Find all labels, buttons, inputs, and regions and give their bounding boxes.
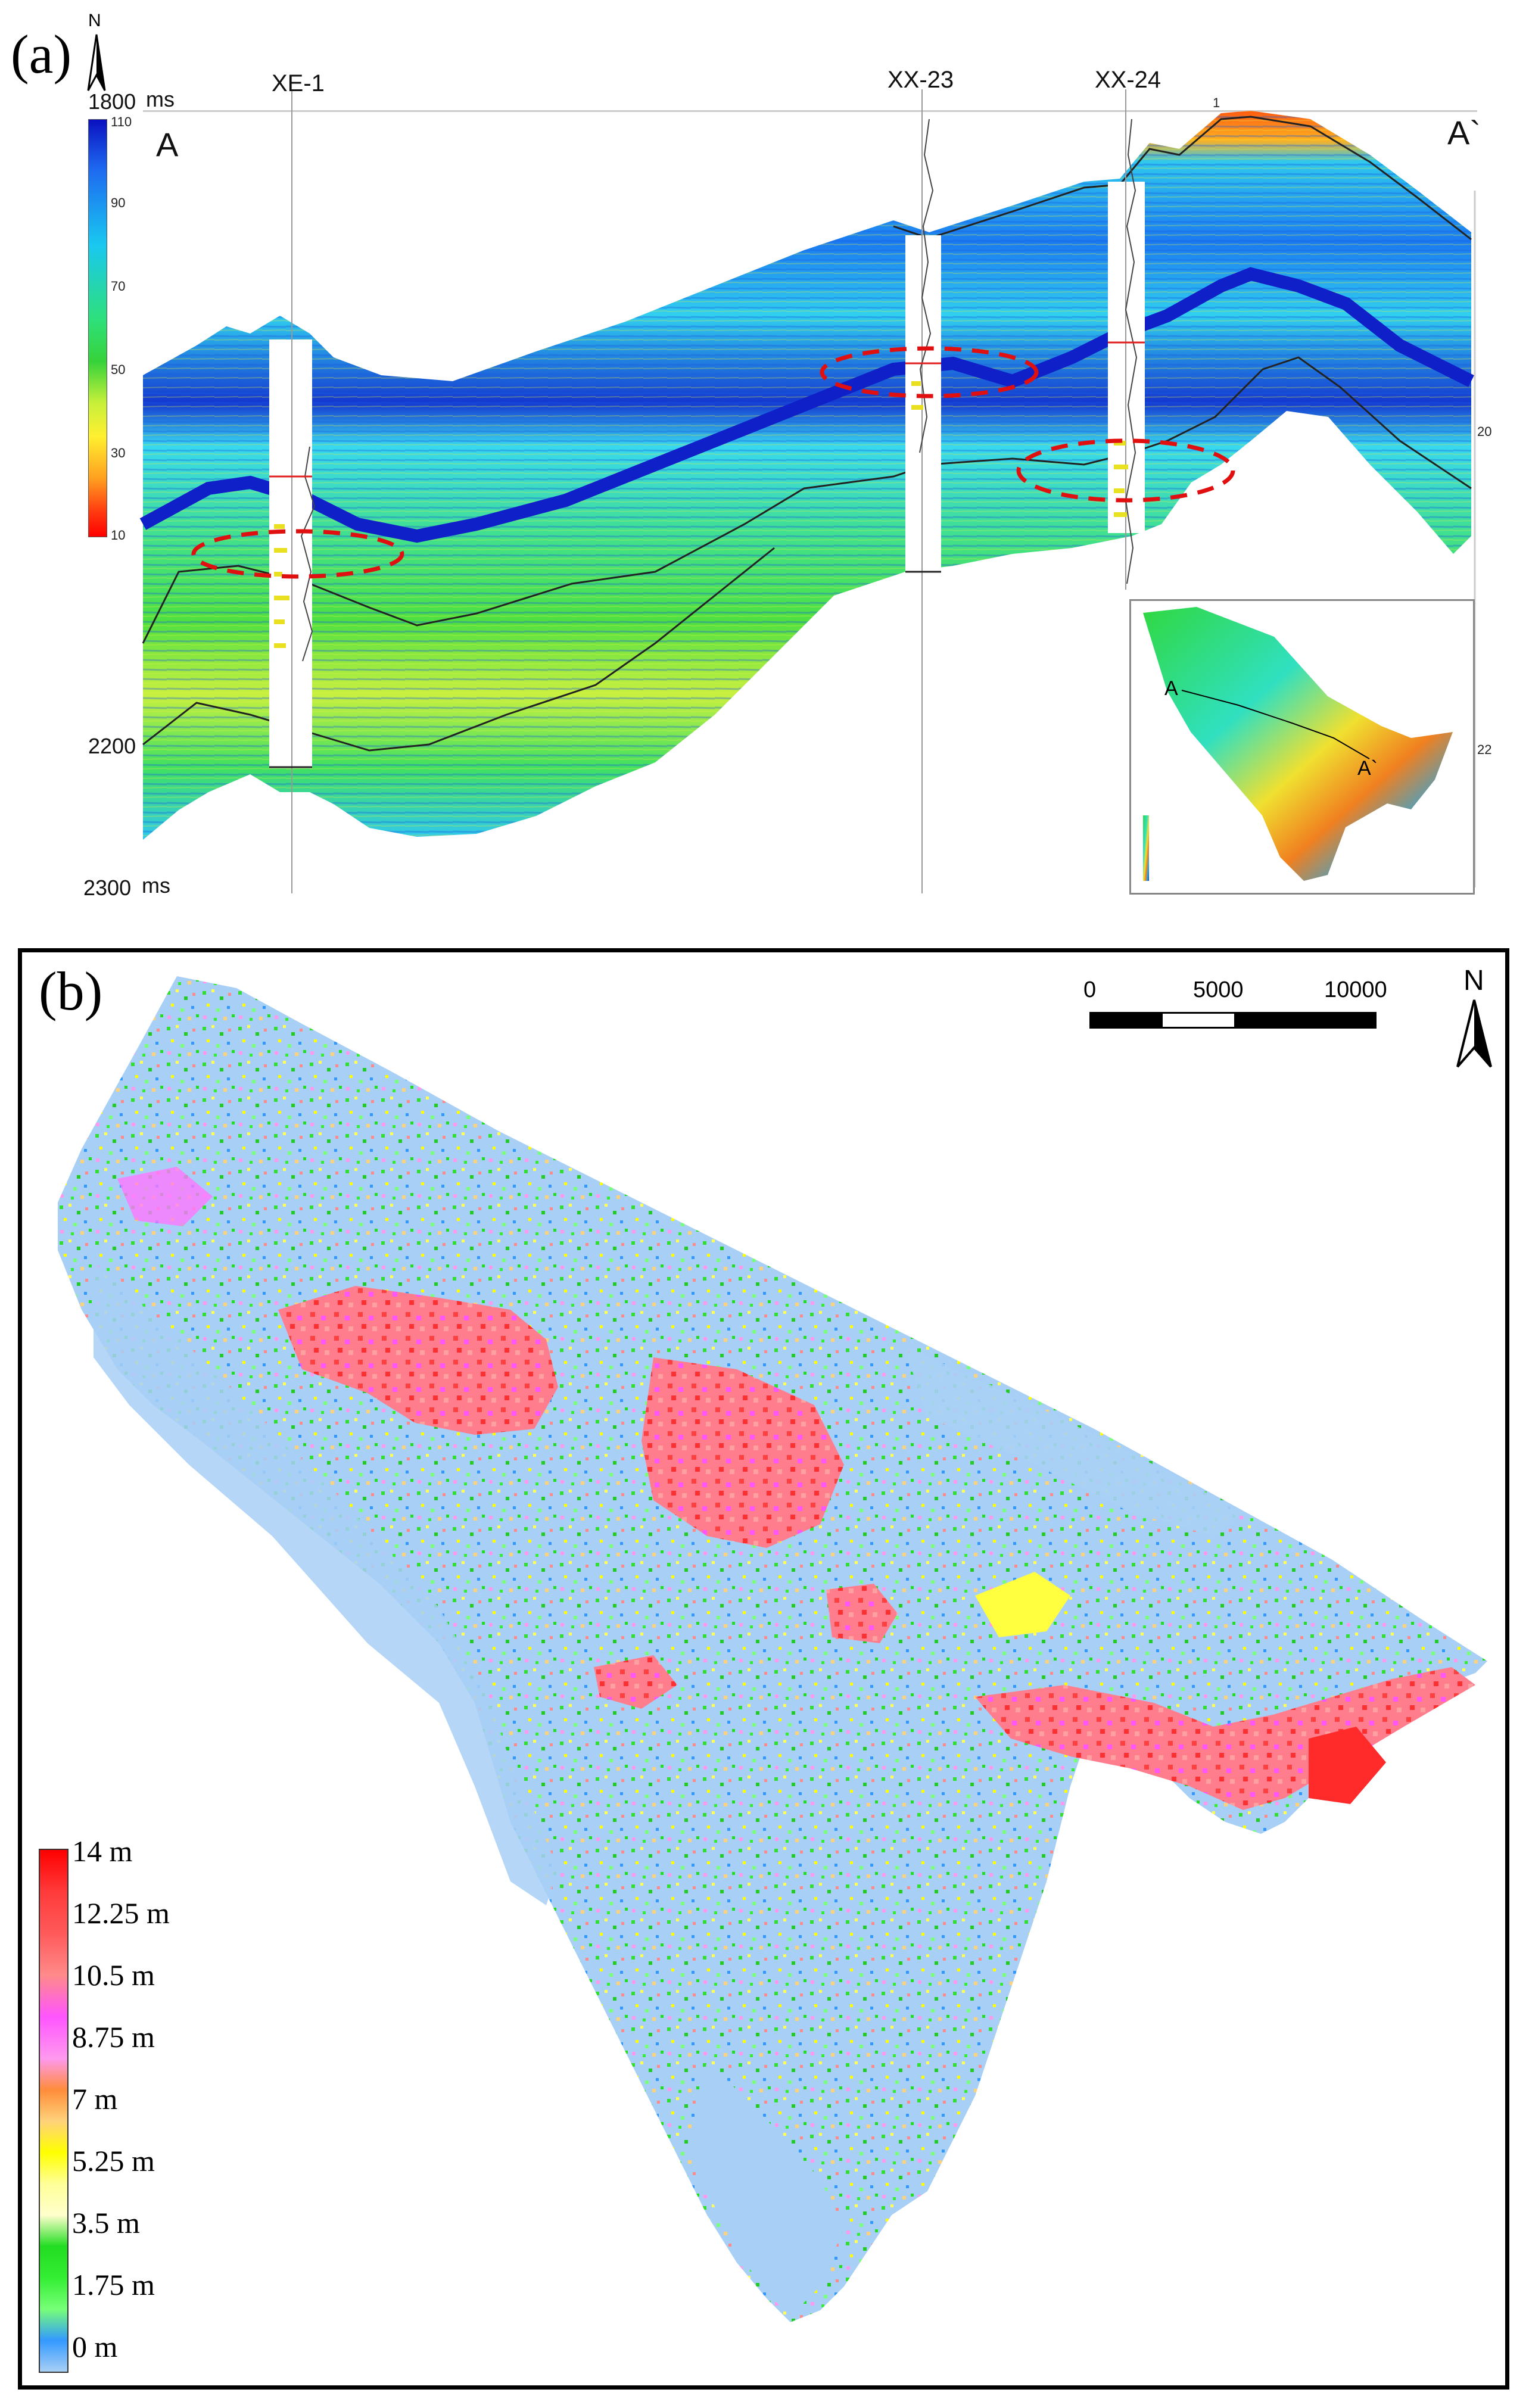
- north-arrow-icon: N: [83, 11, 119, 91]
- inset-label-a: A: [1164, 677, 1178, 700]
- time-top-unit: ms: [146, 87, 175, 111]
- time-top-value: 1800: [88, 89, 136, 114]
- panel-a-label: (a): [11, 24, 72, 85]
- legend-label-3-5: 3.5 m: [72, 2206, 140, 2239]
- colorbar-tick-110: 110: [111, 114, 132, 129]
- scale-label-10000: 10000: [1324, 977, 1387, 1002]
- colorbar-tick-50: 50: [111, 362, 126, 377]
- legend-label-12-25: 12.25 m: [72, 1896, 170, 1930]
- time-2200: 2200: [88, 734, 136, 758]
- section-top-line: [143, 110, 1477, 112]
- time-bottom-unit: ms: [142, 873, 170, 898]
- edge-tick-low: 22: [1477, 742, 1492, 757]
- time-bottom-value: 2300: [83, 876, 132, 900]
- legend-label-0: 0 m: [72, 2330, 118, 2363]
- colorbar-tick-30: 30: [111, 446, 126, 460]
- well-label-xx-23: XX-23: [887, 67, 954, 93]
- scale-label-0: 0: [1083, 977, 1097, 1002]
- section-end-label: A`: [1447, 114, 1481, 151]
- scale-bar: [1089, 1012, 1377, 1029]
- legend-label-1-75: 1.75 m: [72, 2268, 155, 2301]
- section-start-label: A: [156, 126, 179, 163]
- legend-label-14: 14 m: [72, 1834, 133, 1868]
- sand-thickness-map: [58, 976, 1487, 2322]
- legend-label-5-25: 5.25 m: [72, 2144, 155, 2178]
- amplitude-colorbar: [88, 119, 107, 537]
- inset-label-a-prime: A`: [1357, 757, 1378, 780]
- scale-label-5000: 5000: [1193, 977, 1244, 1002]
- well-label-xe-1: XE-1: [272, 70, 325, 96]
- legend-label-8-75: 8.75 m: [72, 2020, 155, 2054]
- well-label-xx-24: XX-24: [1095, 67, 1161, 93]
- colorbar-tick-10: 10: [111, 528, 126, 543]
- colorbar-tick-70: 70: [111, 279, 126, 294]
- thickness-legend: [39, 1849, 68, 2373]
- edge-tick-top: 1: [1213, 95, 1220, 110]
- panel-b: (b): [18, 948, 1509, 2390]
- north-arrow-icon-b: N: [1453, 964, 1505, 1068]
- north-label-b: N: [1463, 965, 1484, 996]
- legend-label-10-5: 10.5 m: [72, 1958, 155, 1992]
- panel-b-label: (b): [39, 961, 103, 1021]
- seismic-section: [139, 89, 1476, 893]
- edge-tick-mid: 20: [1477, 424, 1492, 439]
- inset-map: A A`: [1129, 599, 1475, 895]
- panel-a: (a) N 110 90 70 50 30 10 1800 ms 2200 23…: [0, 0, 1529, 929]
- north-label: N: [88, 11, 101, 30]
- colorbar-tick-90: 90: [111, 195, 126, 210]
- legend-label-7: 7 m: [72, 2082, 118, 2116]
